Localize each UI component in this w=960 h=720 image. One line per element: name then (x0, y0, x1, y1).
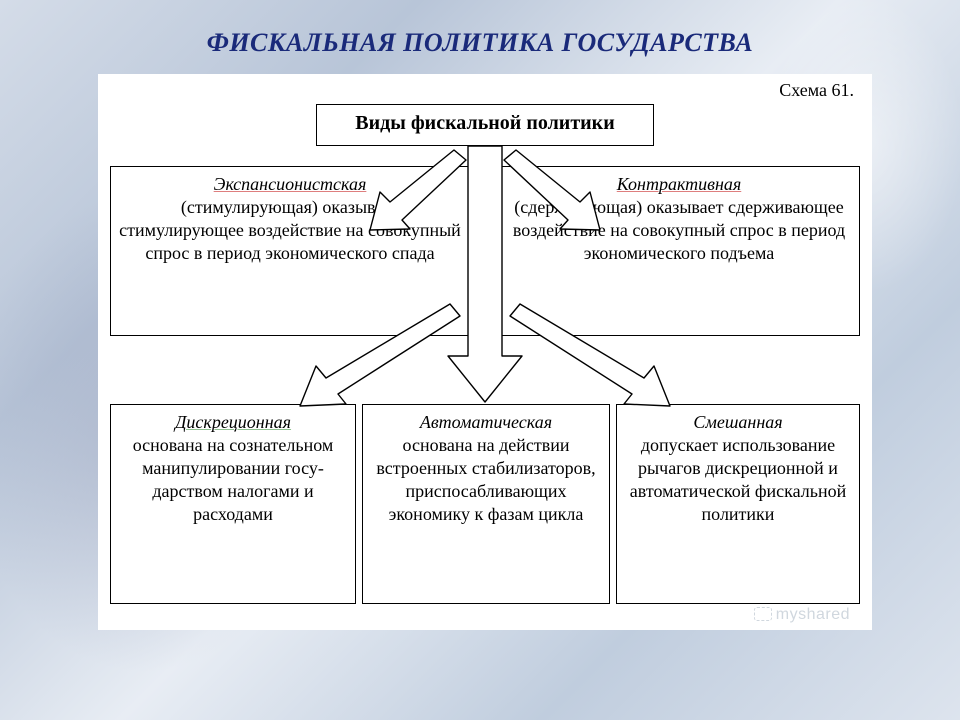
box-body: основана на действии встроенных стабили­… (371, 434, 601, 526)
watermark-icon (754, 607, 772, 621)
box-head: Контрактивная (507, 173, 851, 196)
box-body: (стимулирующая) оказывает стимулирующее … (119, 196, 461, 265)
box-body: основана на созна­тельном манипу­лирован… (119, 434, 347, 526)
watermark: myshared (754, 606, 850, 624)
slide-title: ФИСКАЛЬНАЯ ПОЛИТИКА ГОСУДАРСТВА (0, 28, 960, 58)
diagram-panel: Схема 61. Виды фискальной политики Экспа… (98, 74, 872, 630)
scheme-number-label: Схема 61. (779, 80, 854, 101)
diagram-root-text: Виды фискальной политики (355, 112, 614, 134)
diagram-box-automatic: Автоматическая основана на действии встр… (362, 404, 610, 604)
watermark-text: myshared (776, 606, 850, 623)
diagram-box-mixed: Смешанная допускает исполь­зование рычаг… (616, 404, 860, 604)
box-head: Дискреционная (119, 411, 347, 434)
box-body: (сдерживающая) оказывает сдерживающее во… (507, 196, 851, 265)
diagram-box-discretionary: Дискреционная основана на созна­тельном … (110, 404, 356, 604)
box-head: Смешанная (625, 411, 851, 434)
box-head: Автоматическая (371, 411, 601, 434)
box-head: Экспансионистская (119, 173, 461, 196)
box-body: допускает исполь­зование рычагов дискрец… (625, 434, 851, 526)
diagram-box-expansionist: Экспансионистская (стимулирующая) оказыв… (110, 166, 470, 336)
diagram-box-contractive: Контрактивная (сдерживающая) оказывает с… (498, 166, 860, 336)
diagram-root-box: Виды фискальной политики (316, 104, 654, 146)
